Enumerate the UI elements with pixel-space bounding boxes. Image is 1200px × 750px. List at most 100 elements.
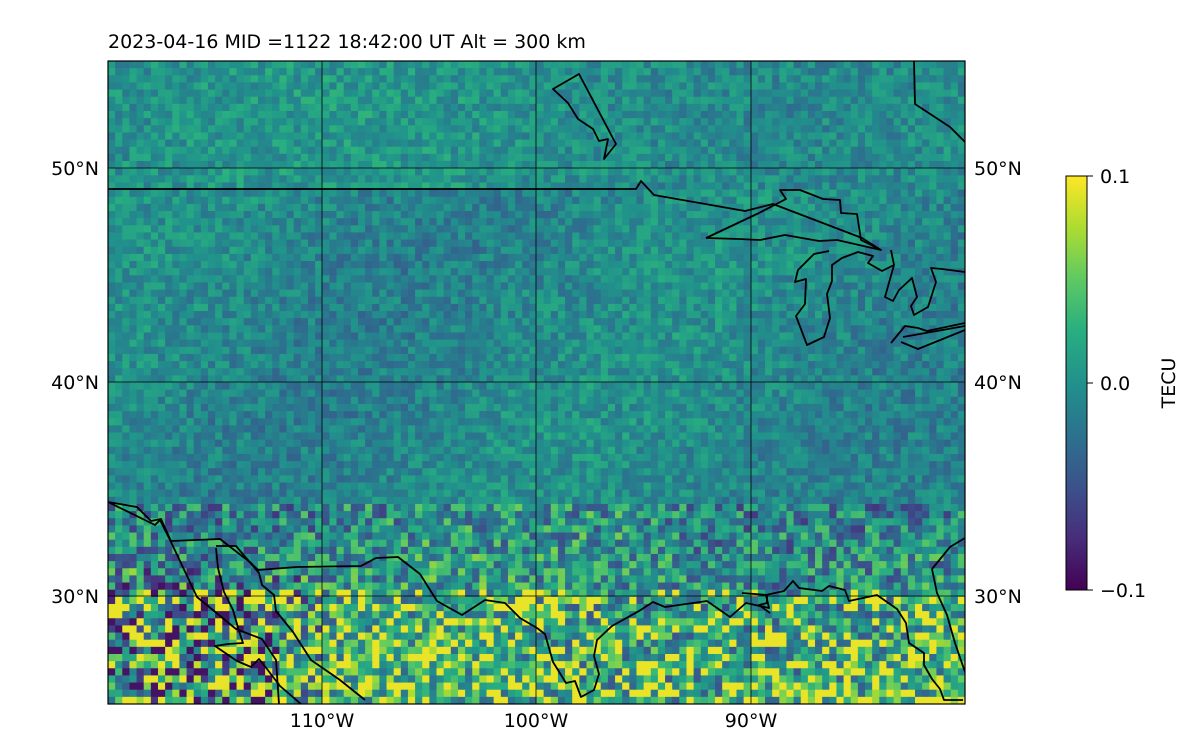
tec-pixel [186, 218, 195, 226]
tec-pixel [772, 75, 780, 84]
tec-pixel [186, 196, 195, 205]
tec-pixel [757, 125, 766, 134]
tec-pixel [836, 175, 845, 184]
tec-pixel [750, 82, 759, 91]
tec-pixel [757, 196, 766, 205]
tec-pixel [207, 253, 216, 262]
tec-pixel [629, 246, 638, 255]
tec-pixel [857, 303, 866, 312]
tec-pixel [165, 189, 173, 198]
tec-pixel [800, 318, 809, 326]
tec-pixel [493, 275, 502, 284]
tec-pixel [343, 168, 352, 176]
tec-pixel [379, 182, 388, 191]
tec-pixel [450, 218, 459, 226]
tec-pixel [300, 75, 309, 84]
tec-pixel [272, 339, 280, 348]
tec-pixel [957, 318, 965, 326]
tec-pixel [536, 311, 545, 319]
tec-pixel [657, 346, 666, 355]
tec-pixel [693, 89, 702, 98]
tec-pixel [286, 161, 295, 169]
tec-pixel [186, 225, 195, 234]
tec-pixel [529, 318, 538, 326]
tec-pixel [636, 275, 645, 284]
tec-pixel [279, 211, 288, 219]
tec-pixel [565, 82, 573, 91]
tec-pixel [850, 268, 859, 276]
tec-pixel [679, 96, 688, 105]
tec-pixel [793, 339, 802, 348]
tec-pixel [407, 303, 416, 312]
tec-pixel [179, 118, 188, 126]
tec-pixel [700, 346, 709, 355]
tec-pixel [765, 75, 773, 84]
tec-pixel [772, 318, 780, 326]
tec-pixel [257, 311, 266, 319]
tec-pixel [779, 303, 788, 312]
tec-pixel [586, 111, 595, 119]
tec-pixel [779, 211, 788, 219]
tec-pixel [757, 89, 766, 98]
tec-pixel [793, 218, 802, 226]
tec-pixel [150, 175, 159, 184]
tec-pixel [236, 61, 245, 69]
tec-pixel [936, 103, 945, 112]
tec-pixel [415, 232, 423, 241]
tec-pixel [886, 89, 895, 98]
tec-pixel [815, 253, 823, 262]
tec-pixel [229, 89, 238, 98]
tec-pixel [693, 253, 702, 262]
tec-pixel [572, 132, 580, 141]
tec-pixel [550, 289, 559, 298]
tec-pixel [636, 189, 645, 198]
tec-pixel [400, 146, 409, 155]
tec-pixel [200, 339, 209, 348]
tec-pixel [236, 103, 245, 112]
tec-pixel [479, 246, 488, 255]
tec-pixel [736, 182, 745, 191]
tec-pixel [429, 61, 438, 69]
tec-pixel [765, 325, 773, 334]
tec-pixel [307, 232, 316, 241]
tec-pixel [893, 325, 902, 334]
tec-pixel [607, 68, 616, 76]
tec-pixel [436, 268, 445, 276]
tec-pixel [572, 203, 580, 212]
tec-pixel [393, 75, 402, 84]
tec-pixel [629, 189, 638, 198]
tec-pixel [143, 153, 152, 162]
tec-pixel [722, 303, 730, 312]
tec-pixel [479, 218, 488, 226]
tec-pixel [307, 282, 316, 291]
tec-pixel [108, 275, 116, 284]
tec-pixel [365, 261, 373, 269]
tec-pixel [350, 75, 359, 84]
tec-pixel [943, 268, 952, 276]
tec-pixel [507, 311, 516, 319]
tec-pixel [565, 253, 573, 262]
tec-pixel [636, 182, 645, 191]
tec-pixel [115, 232, 123, 241]
tec-pixel [172, 303, 181, 312]
tec-pixel [679, 232, 688, 241]
tec-pixel [615, 153, 623, 162]
tec-pixel [586, 189, 595, 198]
tec-pixel [336, 275, 345, 284]
tec-pixel [436, 125, 445, 134]
tec-pixel [557, 196, 566, 205]
tec-pixel [550, 253, 559, 262]
tec-pixel [729, 75, 738, 84]
tec-pixel [136, 103, 145, 112]
tec-pixel [450, 96, 459, 105]
tec-pixel [472, 303, 480, 312]
tec-pixel [286, 146, 295, 155]
tec-pixel [422, 253, 430, 262]
tec-pixel [729, 261, 738, 269]
tec-pixel [415, 161, 423, 169]
tec-pixel [457, 232, 466, 241]
tec-pixel [615, 68, 623, 76]
tec-pixel [293, 68, 302, 76]
tec-pixel [300, 232, 309, 241]
tec-pixel [129, 75, 138, 84]
